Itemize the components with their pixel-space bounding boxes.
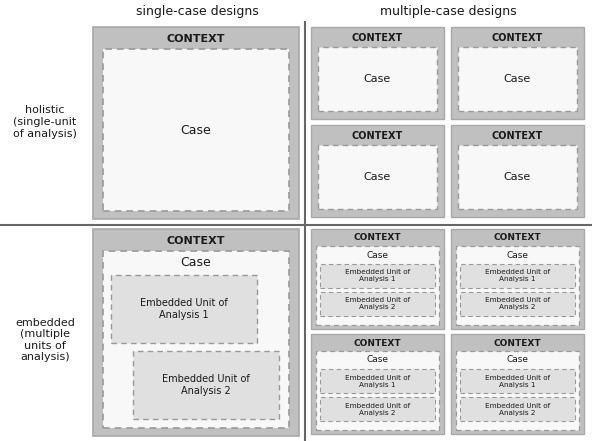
Text: CONTEXT: CONTEXT xyxy=(352,131,403,141)
Text: Case: Case xyxy=(364,74,391,84)
Bar xyxy=(458,47,577,111)
Bar xyxy=(460,397,575,421)
Text: multiple-case designs: multiple-case designs xyxy=(380,4,517,18)
Bar xyxy=(103,251,289,428)
Text: CONTEXT: CONTEXT xyxy=(492,131,543,141)
Text: Embedded Unit of
Analysis 1: Embedded Unit of Analysis 1 xyxy=(140,298,228,320)
Text: Embedded Unit of
Analysis 2: Embedded Unit of Analysis 2 xyxy=(162,374,250,396)
Text: Embedded Unit of
Analysis 1: Embedded Unit of Analysis 1 xyxy=(345,269,410,283)
Text: Embedded Unit of
Analysis 2: Embedded Unit of Analysis 2 xyxy=(345,298,410,310)
Text: Case: Case xyxy=(181,123,211,137)
Bar xyxy=(311,27,444,119)
Text: Case: Case xyxy=(507,355,529,365)
Text: Case: Case xyxy=(366,355,388,365)
Text: Embedded Unit of
Analysis 1: Embedded Unit of Analysis 1 xyxy=(485,269,550,283)
Bar xyxy=(451,229,584,329)
Bar xyxy=(318,47,437,111)
Bar xyxy=(111,275,257,343)
Bar xyxy=(451,334,584,434)
Bar xyxy=(460,264,575,288)
Text: CONTEXT: CONTEXT xyxy=(494,339,541,348)
Text: Case: Case xyxy=(366,250,388,259)
Bar xyxy=(451,125,584,217)
Bar xyxy=(93,229,299,436)
Bar xyxy=(93,27,299,219)
Bar xyxy=(460,292,575,316)
Bar xyxy=(458,145,577,209)
Text: Case: Case xyxy=(181,257,211,269)
Text: Embedded Unit of
Analysis 2: Embedded Unit of Analysis 2 xyxy=(345,403,410,415)
Bar xyxy=(318,145,437,209)
Text: Case: Case xyxy=(504,74,531,84)
Bar xyxy=(311,229,444,329)
Text: CONTEXT: CONTEXT xyxy=(167,34,225,44)
Text: CONTEXT: CONTEXT xyxy=(167,236,225,246)
Text: CONTEXT: CONTEXT xyxy=(352,33,403,43)
Bar xyxy=(311,125,444,217)
Text: holistic
(single-unit
of analysis): holistic (single-unit of analysis) xyxy=(13,105,77,138)
Text: Case: Case xyxy=(507,250,529,259)
Bar xyxy=(103,49,289,211)
Bar xyxy=(451,27,584,119)
Bar xyxy=(316,246,439,325)
Text: Embedded Unit of
Analysis 2: Embedded Unit of Analysis 2 xyxy=(485,298,550,310)
Text: Case: Case xyxy=(364,172,391,182)
Bar xyxy=(311,334,444,434)
Bar xyxy=(320,369,435,393)
Text: CONTEXT: CONTEXT xyxy=(353,233,401,243)
Bar xyxy=(320,292,435,316)
Bar xyxy=(456,351,579,430)
Text: embedded
(multiple
units of
analysis): embedded (multiple units of analysis) xyxy=(15,318,75,363)
Text: Embedded Unit of
Analysis 1: Embedded Unit of Analysis 1 xyxy=(345,374,410,388)
Text: Embedded Unit of
Analysis 1: Embedded Unit of Analysis 1 xyxy=(485,374,550,388)
Text: CONTEXT: CONTEXT xyxy=(494,233,541,243)
Text: CONTEXT: CONTEXT xyxy=(492,33,543,43)
Bar xyxy=(456,246,579,325)
Bar xyxy=(133,351,279,419)
Text: Case: Case xyxy=(504,172,531,182)
Bar xyxy=(460,369,575,393)
Bar xyxy=(320,264,435,288)
Text: CONTEXT: CONTEXT xyxy=(353,339,401,348)
Bar xyxy=(320,397,435,421)
Bar xyxy=(316,351,439,430)
Text: Embedded Unit of
Analysis 2: Embedded Unit of Analysis 2 xyxy=(485,403,550,415)
Text: single-case designs: single-case designs xyxy=(136,4,259,18)
